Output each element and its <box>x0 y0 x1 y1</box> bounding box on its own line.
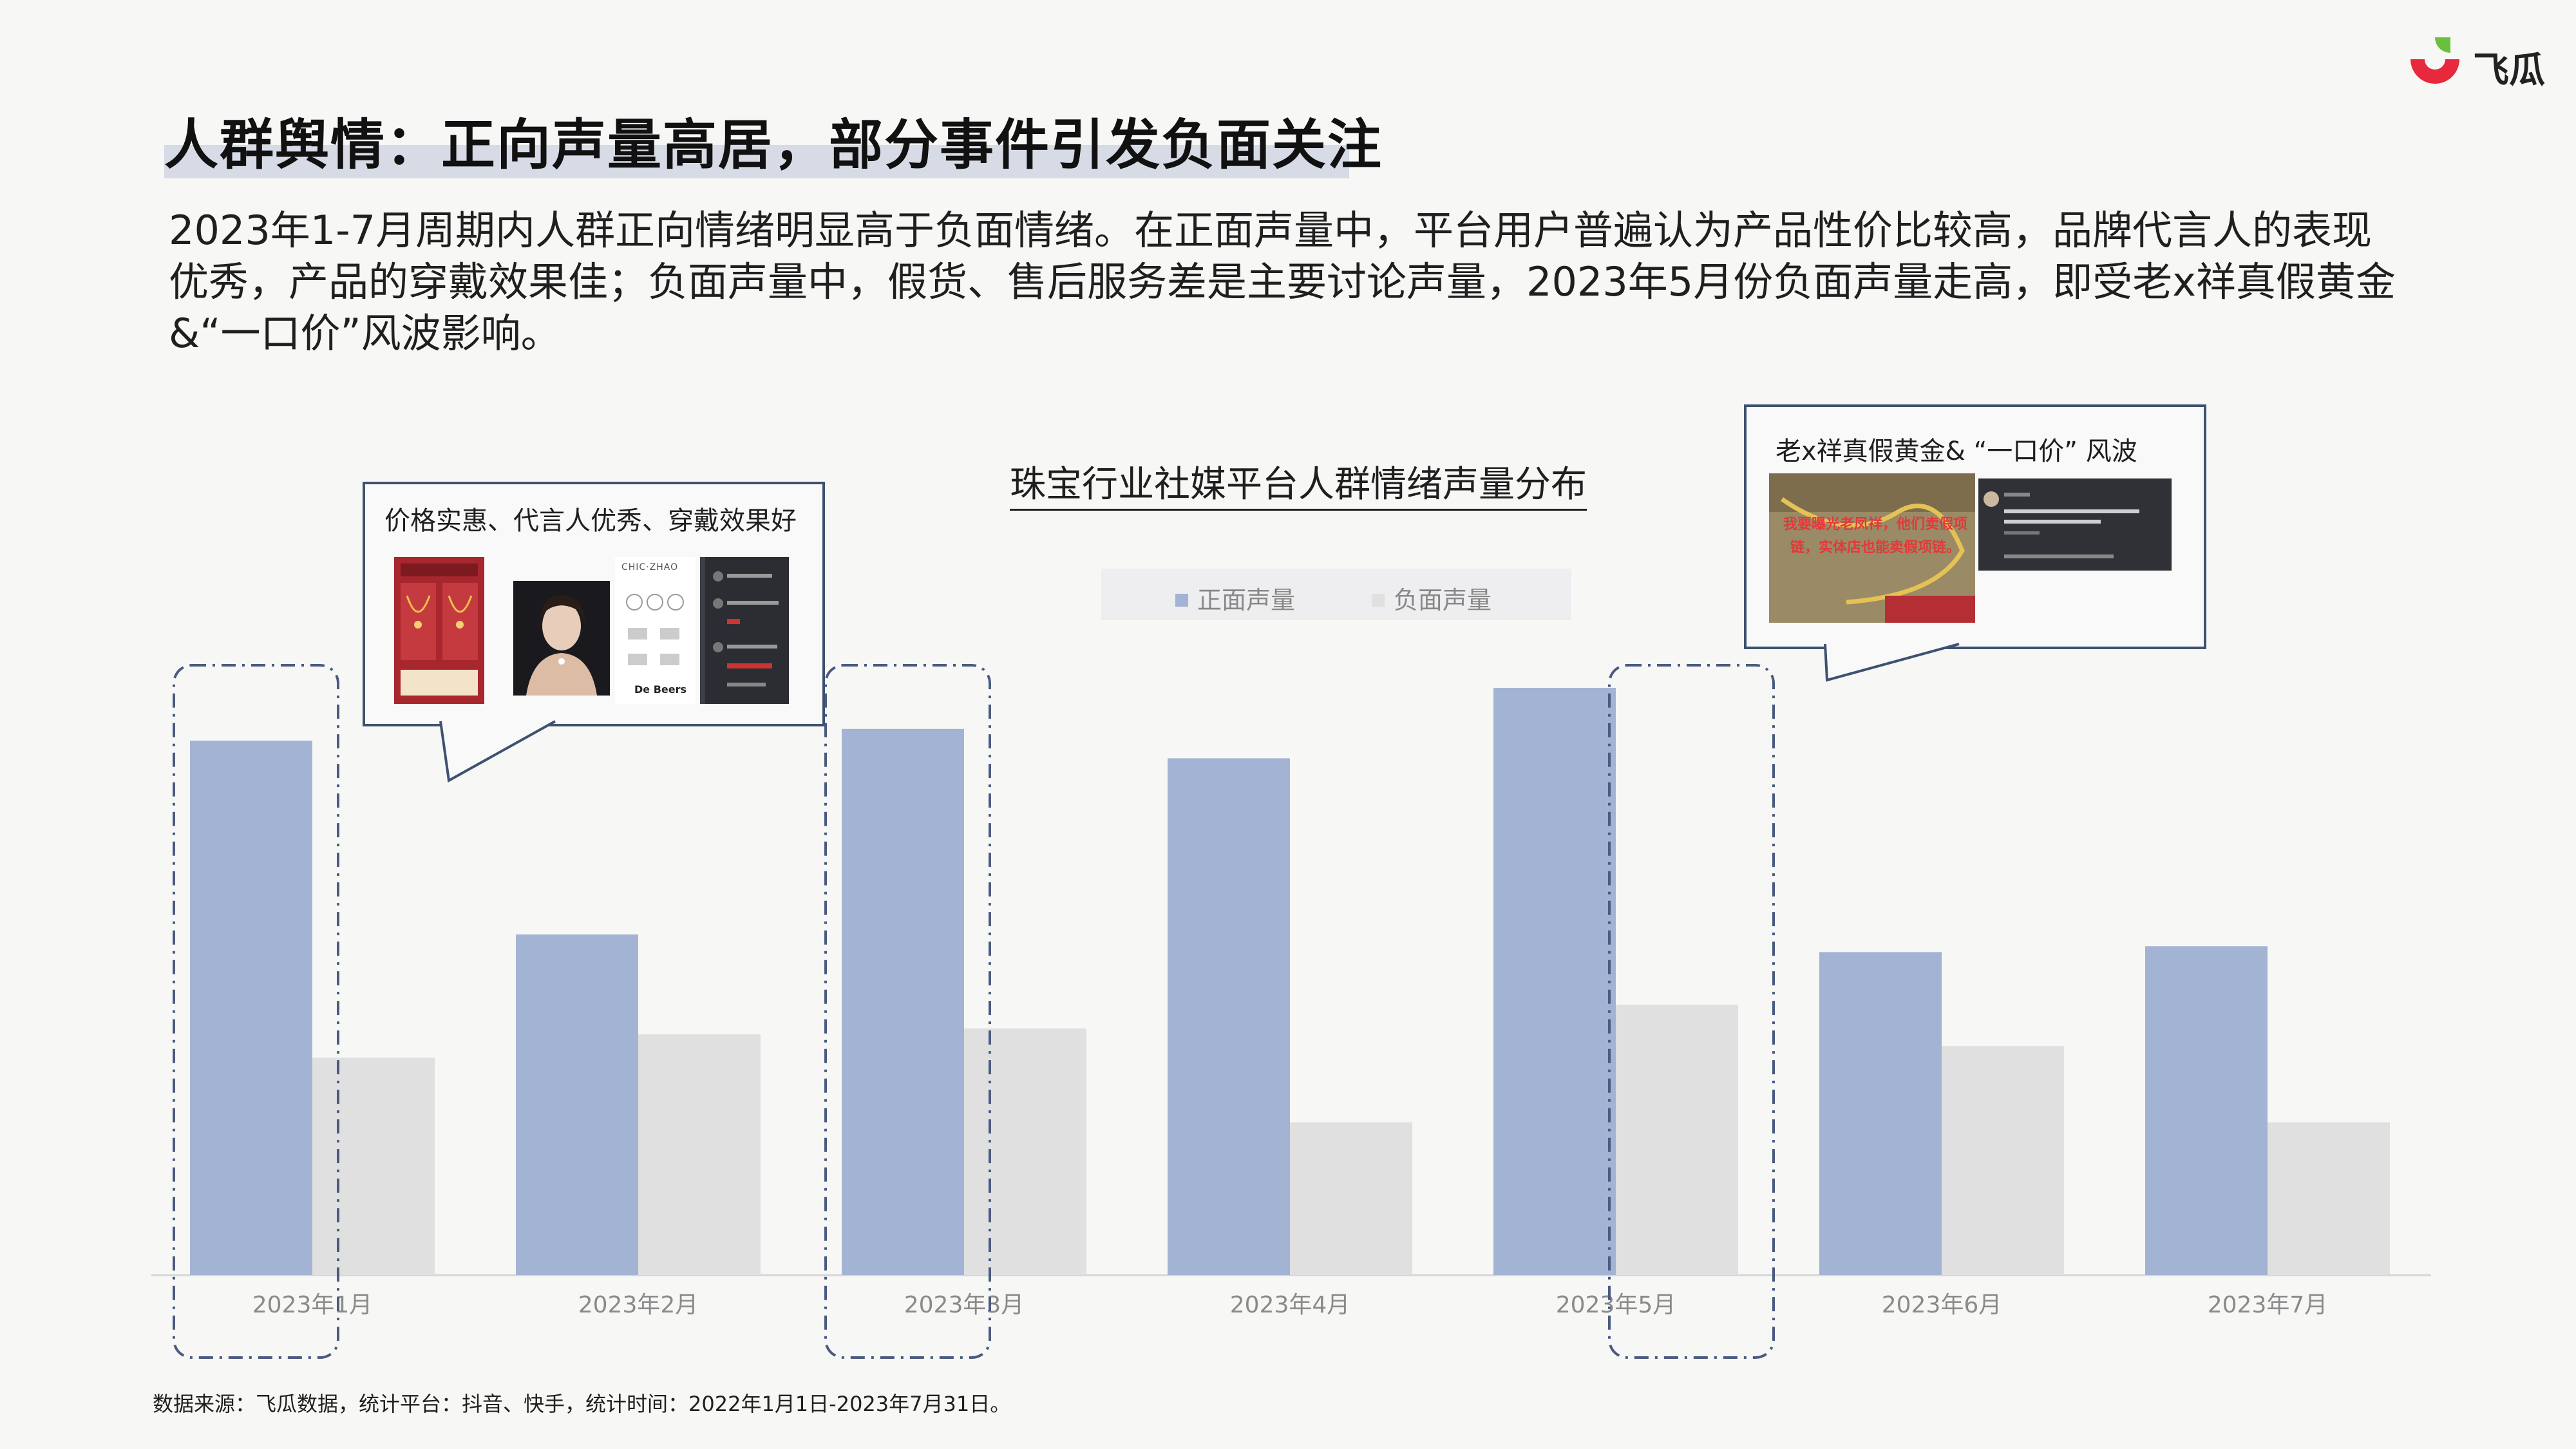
chart-title: 珠宝行业社媒平台人群情绪声量分布 <box>1010 455 1587 511</box>
social-post-screenshot <box>1978 478 2172 571</box>
callout-left-title: 价格实惠、代言人优秀、穿戴效果好 <box>384 506 797 536</box>
x-tick-label: 2023年3月 <box>904 1292 1025 1318</box>
legend-item-positive: 正面声量 <box>1175 580 1295 616</box>
x-tick-label: 2023年7月 <box>2208 1292 2328 1318</box>
bar-positive-7 <box>2145 946 2268 1275</box>
bar-negative-7 <box>2268 1122 2390 1275</box>
page-title: 人群舆情：正向声量高居，部分事件引发负面关注 <box>164 113 1383 176</box>
bar-negative-4 <box>1290 1122 1412 1275</box>
bar-negative-1 <box>312 1057 435 1275</box>
callout-left-pointer <box>439 720 556 783</box>
callout-left-thumb-2 <box>513 581 610 696</box>
necklace-display-image <box>394 557 484 704</box>
bar-positive-6 <box>1819 952 1942 1275</box>
bar-positive-2 <box>516 934 638 1275</box>
highlight-frame-5 <box>1608 664 1775 1359</box>
legend-swatch-positive <box>1175 593 1188 607</box>
brand-logo: 飞瓜 <box>2405 33 2545 91</box>
bar-negative-5 <box>1616 1005 1738 1275</box>
x-tick-label: 2023年6月 <box>1882 1292 2002 1318</box>
callout-left: 价格实惠、代言人优秀、穿戴效果好 CHIC·ZHAO <box>363 482 825 783</box>
bar-negative-2 <box>638 1034 761 1275</box>
bar-positive-4 <box>1168 758 1290 1275</box>
page-description: 2023年1-7月周期内人群正向情绪明显高于负面情绪。在正面声量中，平台用户普遍… <box>169 207 2396 357</box>
legend-item-negative: 负面声量 <box>1372 580 1492 616</box>
legend-label-positive: 正面声量 <box>1197 586 1296 614</box>
bar-negative-3 <box>964 1028 1086 1275</box>
callout-right-thumb-2 <box>1978 478 2172 571</box>
callout-left-thumb-1 <box>394 557 484 704</box>
highlight-frame-1 <box>173 664 339 1359</box>
callout-right-thumb-1: 我要曝光老凤祥，他们卖假项链，实体店也能卖假项链。 <box>1769 473 1975 623</box>
x-tick-label: 2023年5月 <box>1556 1292 1676 1318</box>
callout-left-thumb-3-brand: CHIC·ZHAO <box>621 562 679 573</box>
bar-positive-3 <box>842 728 964 1275</box>
callout-right-pointer <box>1824 643 1960 682</box>
data-source-note: 数据来源：飞瓜数据，统计平台：抖音、快手，统计时间：2022年1月1日-2023… <box>153 1392 1011 1416</box>
callout-left-thumb-4 <box>700 557 789 704</box>
callout-left-thumb-3: CHIC·ZHAO De Beers <box>615 557 696 704</box>
legend-swatch-negative <box>1372 593 1385 607</box>
comment-feed-image <box>700 557 789 704</box>
chart-legend: 正面声量 负面声量 <box>1101 569 1571 620</box>
brand-name: 飞瓜 <box>2473 50 2545 91</box>
bar-negative-6 <box>1942 1046 2064 1275</box>
callout-right-title: 老x祥真假黄金& “一口价” 风波 <box>1776 437 2137 466</box>
x-tick-label: 2023年2月 <box>578 1292 699 1318</box>
bar-positive-5 <box>1493 688 1616 1275</box>
legend-label-negative: 负面声量 <box>1394 586 1492 614</box>
spokesperson-portrait <box>513 581 610 696</box>
jewelry-catalog-image <box>626 594 684 665</box>
highlight-frame-3 <box>824 664 991 1359</box>
x-tick-label: 2023年1月 <box>252 1292 373 1318</box>
callout-left-thumb-3-caption: De Beers <box>634 683 687 696</box>
bar-positive-1 <box>190 741 312 1275</box>
gold-chain-image <box>1769 473 1975 623</box>
brand-logo-icon <box>2410 37 2459 84</box>
x-tick-label: 2023年4月 <box>1230 1292 1350 1318</box>
callout-right-image-text: 我要曝光老凤祥，他们卖假项链，实体店也能卖假项链。 <box>1783 516 1967 556</box>
title-highlight <box>164 145 1349 178</box>
callout-right: 老x祥真假黄金& “一口价” 风波 我要曝光老凤祥，他们卖假项链，实体店也能卖假… <box>1744 404 2206 682</box>
